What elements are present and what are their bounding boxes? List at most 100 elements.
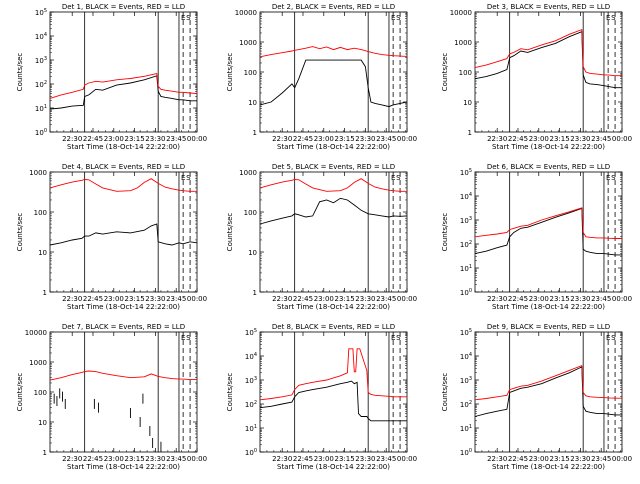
y-tick-base: 10 (460, 289, 469, 297)
event-marker-s: S (611, 174, 616, 182)
event-marker-e: E (606, 14, 610, 22)
x-axis-label: Start Time (18-Oct-14 22:22:00) (492, 143, 605, 151)
y-tick-exponent: 1 (254, 424, 257, 430)
event-marker-e: E (606, 174, 610, 182)
x-tick-label: 23:15 (125, 135, 145, 143)
x-tick-label: 23:00 (314, 455, 334, 463)
y-tick-label: 104 (245, 352, 257, 361)
y-tick-exponent: 5 (469, 168, 472, 174)
y-tick-label: 102 (35, 80, 47, 89)
x-tick-label: 23:30 (355, 455, 375, 463)
plot-frame (474, 331, 623, 453)
lld-series-line (259, 178, 407, 192)
y-tick-label: 10 (248, 99, 257, 107)
y-tick-label: 100 (460, 288, 472, 297)
y-tick-label: 100 (244, 69, 257, 77)
y-tick-base: 10 (460, 193, 469, 201)
y-tick-exponent: 2 (44, 80, 47, 86)
events-series-line (474, 366, 622, 417)
x-tick-label: 22:30 (487, 135, 507, 143)
detector-panel: Det 2, BLACK = Events, RED = LLD 1 10 100 10… (226, 3, 417, 151)
y-tick-label: 1000 (454, 39, 472, 47)
y-tick-label: 101 (460, 264, 472, 273)
y-tick-exponent: 4 (469, 192, 472, 198)
detector-panel: Det 6, BLACK = Events, RED = LLD10010110… (441, 163, 632, 311)
plot-title: Det 2, BLACK = Events, RED = LLD (272, 3, 395, 11)
x-axis-label: Start Time (18-Oct-14 22:22:00) (492, 463, 605, 471)
y-tick-base: 10 (35, 9, 44, 17)
y-tick-label: 104 (460, 352, 472, 361)
x-axis-label: Start Time (18-Oct-14 22:22:00) (67, 143, 180, 151)
x-axis-label: Start Time (18-Oct-14 22:22:00) (277, 143, 390, 151)
x-tick-label: 23:00 (104, 455, 124, 463)
x-tick-label: 00:00 (187, 135, 207, 143)
x-tick-label: 00:00 (612, 135, 632, 143)
y-tick-exponent: 0 (254, 448, 257, 454)
x-tick-label: 22:45 (83, 455, 103, 463)
plot-frame (474, 11, 623, 133)
y-tick-label: 100 (459, 69, 472, 77)
x-tick-label: 23:15 (550, 455, 570, 463)
y-tick-base: 10 (460, 265, 469, 273)
plot-frame (49, 171, 198, 293)
x-tick-label: 22:30 (62, 455, 82, 463)
lld-series-line (259, 46, 408, 58)
x-tick-label: 22:45 (293, 135, 313, 143)
x-tick-label: 23:15 (335, 295, 355, 303)
x-tick-label: 00:00 (612, 295, 632, 303)
y-tick-exponent: 1 (469, 264, 472, 270)
y-tick-label: 10 (38, 249, 47, 257)
y-axis-label: Counts/sec (226, 373, 234, 412)
x-tick-label: 23:45 (166, 455, 186, 463)
y-tick-label: 1 (253, 289, 257, 297)
y-tick-base: 10 (245, 449, 254, 457)
detector-panel: Det 7, BLACK = Events, RED = LLD 1 10 100 10… (16, 323, 207, 471)
event-marker-s: S (396, 174, 401, 182)
plot-frame (259, 11, 408, 133)
x-tick-label: 23:00 (529, 295, 549, 303)
y-tick-label: 1000 (239, 39, 257, 47)
y-tick-exponent: 4 (254, 352, 257, 358)
y-tick-label: 1000 (29, 169, 47, 177)
y-tick-base: 10 (245, 377, 254, 385)
x-tick-label: 22:30 (62, 295, 82, 303)
y-tick-base: 10 (460, 377, 469, 385)
plot-frame (259, 171, 408, 293)
plot-title: Det 8, BLACK = Events, RED = LLD (272, 323, 395, 331)
events-series-line (49, 223, 198, 246)
y-tick-base: 10 (460, 329, 469, 337)
y-axis-label: Counts/sec (16, 213, 24, 252)
y-tick-label: 101 (460, 424, 472, 433)
event-marker-s: S (396, 334, 401, 342)
plot-title: Det 9, BLACK = Events, RED = LLD (487, 323, 610, 331)
y-tick-exponent: 3 (254, 376, 257, 382)
plot-title: Det 1, BLACK = Events, RED = LLD (62, 3, 185, 11)
x-tick-label: 23:30 (145, 295, 165, 303)
lld-series-line (474, 28, 622, 77)
y-tick-base: 10 (460, 217, 469, 225)
events-series-line (259, 59, 408, 108)
x-tick-label: 22:30 (62, 135, 82, 143)
y-tick-base: 10 (35, 105, 44, 113)
x-axis-label: Start Time (18-Oct-14 22:22:00) (277, 303, 390, 311)
y-tick-exponent: 5 (44, 8, 47, 14)
x-tick-label: 23:00 (314, 135, 334, 143)
y-tick-exponent: 5 (254, 328, 257, 334)
y-tick-base: 10 (460, 353, 469, 361)
x-tick-label: 22:30 (487, 455, 507, 463)
x-tick-label: 23:00 (104, 135, 124, 143)
event-marker-e: E (391, 174, 395, 182)
y-tick-label: 100 (34, 209, 47, 217)
x-tick-label: 00:00 (397, 455, 417, 463)
y-tick-base: 10 (460, 401, 469, 409)
x-tick-label: 00:00 (397, 135, 417, 143)
y-tick-label: 105 (245, 328, 257, 337)
lld-series-line (49, 178, 197, 192)
x-tick-label: 23:15 (550, 135, 570, 143)
detector-panel: Det 1, BLACK = Events, RED = LLD10010110… (16, 3, 207, 151)
x-tick-label: 23:00 (529, 135, 549, 143)
y-tick-label: 10000 (450, 9, 472, 17)
y-tick-label: 100 (460, 448, 472, 457)
y-tick-base: 10 (35, 57, 44, 65)
y-tick-label: 1 (43, 289, 47, 297)
